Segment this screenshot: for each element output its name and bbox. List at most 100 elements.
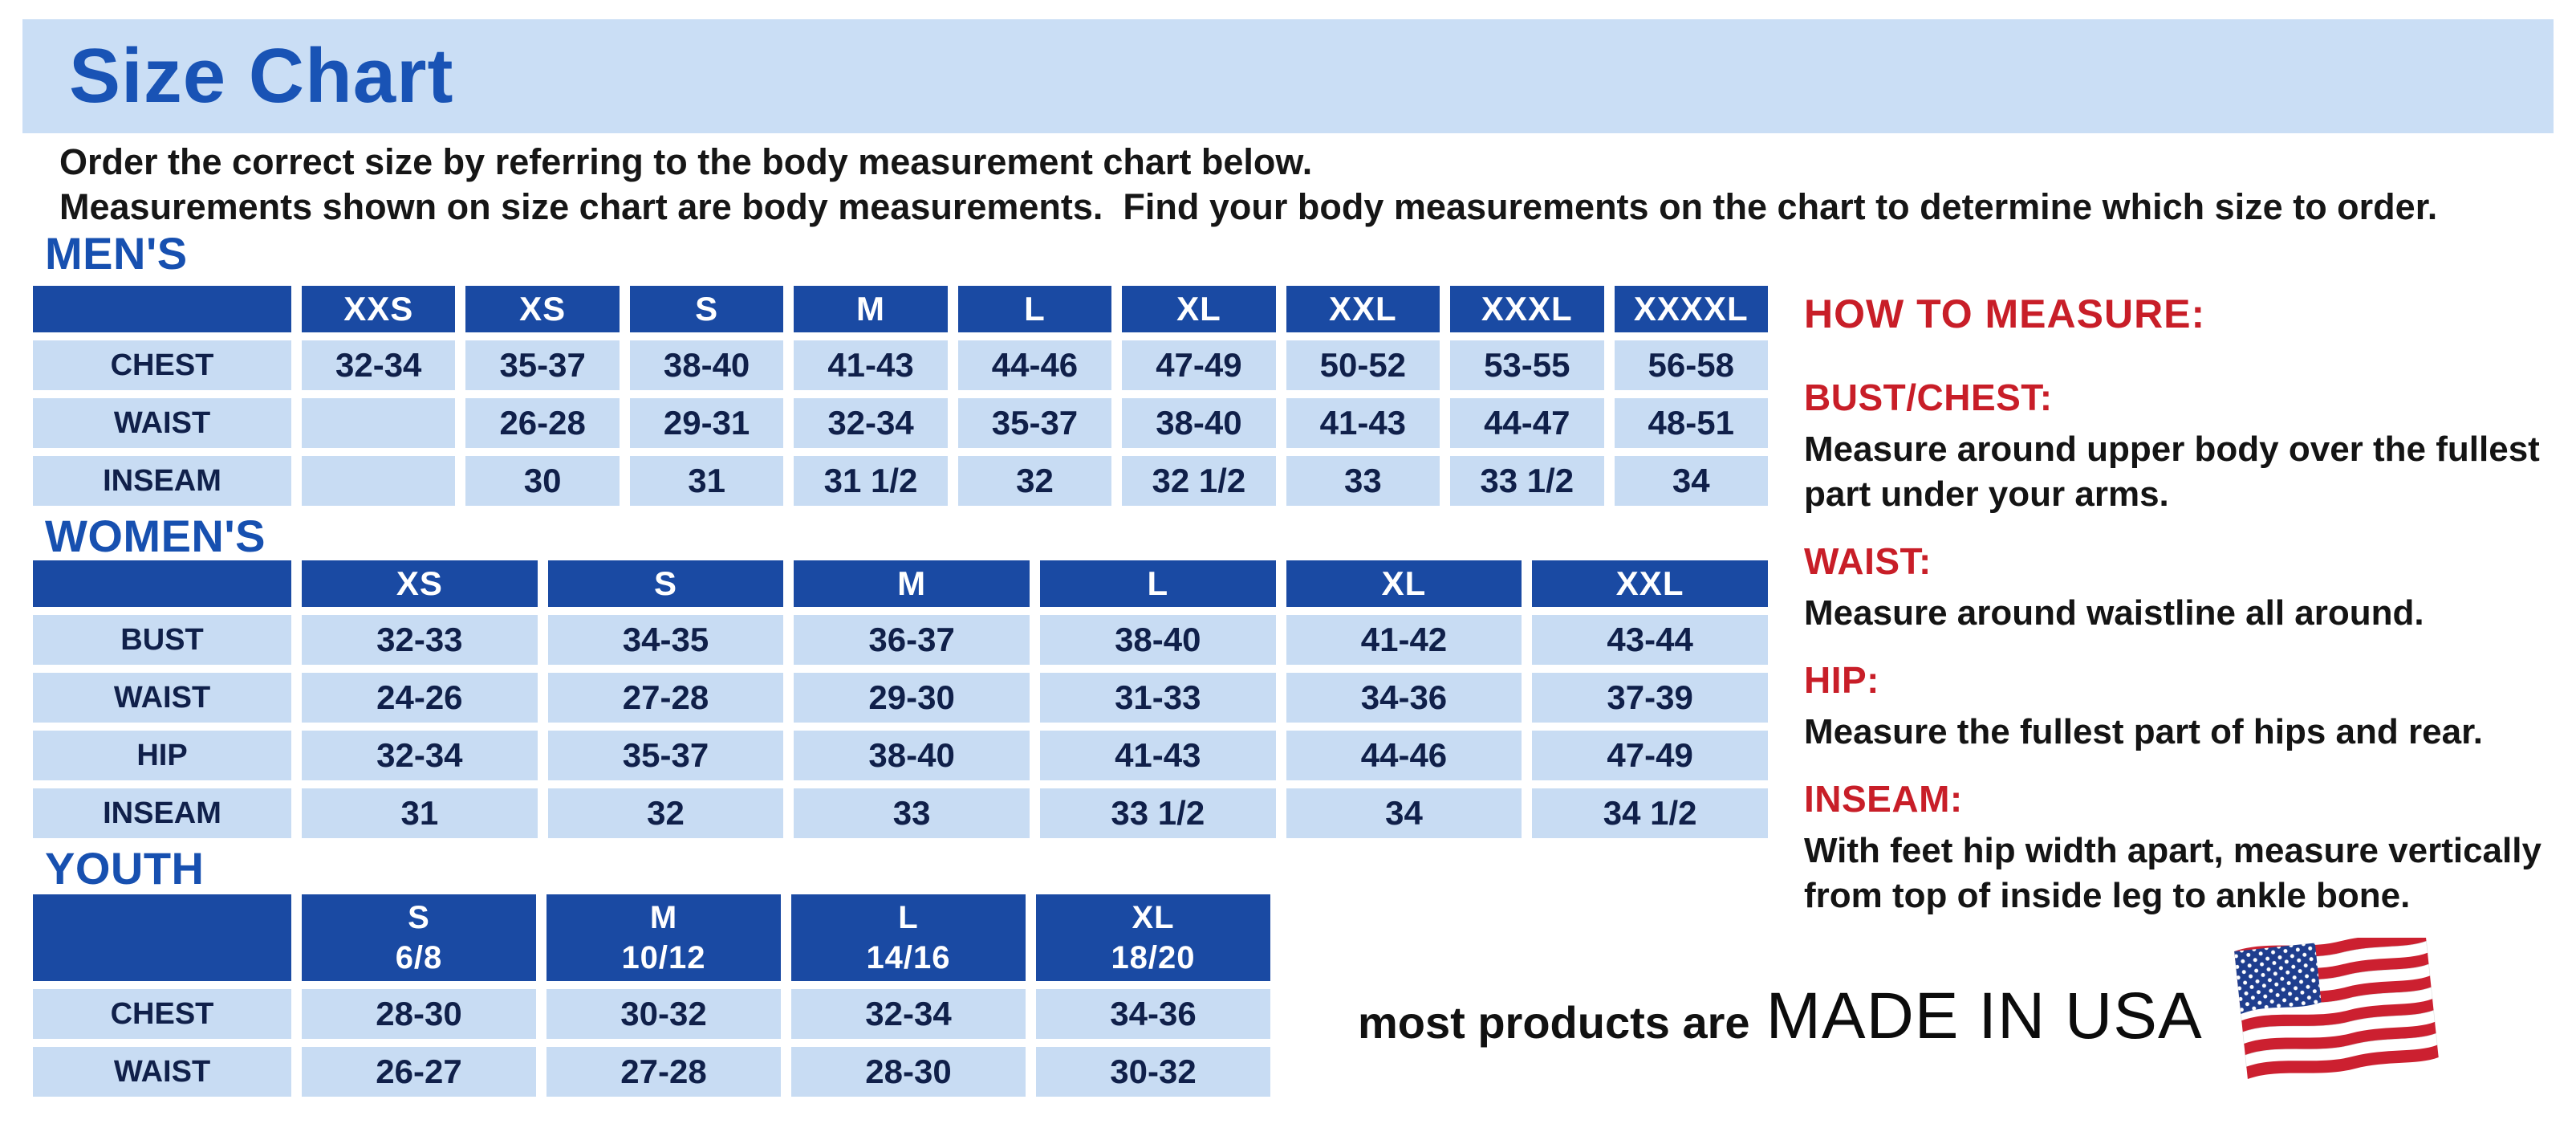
measurement-value-cell	[302, 398, 456, 448]
measurement-value-cell: 26-27	[302, 1047, 536, 1097]
section-heading-womens: WOMEN'S	[45, 511, 266, 561]
table-row: CHEST 28-30 30-32 32-34 34-36	[33, 989, 1270, 1039]
measurement-value-cell: 32 1/2	[1122, 456, 1276, 506]
measurement-value-cell: 32-33	[302, 615, 538, 665]
mens-size-table: XXS XS S M L XL XXL XXXL XXXXL CHEST 32-34 35-37 38-…	[22, 278, 1778, 514]
measurement-value-cell: 48-51	[1614, 398, 1768, 448]
size-column-header: XXL	[1532, 560, 1768, 607]
section-heading-youth: YOUTH	[45, 843, 205, 894]
measurement-value-cell: 41-43	[794, 340, 948, 390]
measurement-row-label: BUST	[33, 615, 291, 665]
table-row: INSEAM 31 32 33 33 1/2 34 34 1/2	[33, 788, 1768, 838]
measurement-value-cell: 24-26	[302, 673, 538, 723]
table-corner-cell	[33, 560, 291, 607]
measurement-value-cell: 26-28	[465, 398, 620, 448]
size-column-header: M 10/12	[546, 894, 781, 981]
measurement-value-cell: 34-36	[1036, 989, 1270, 1039]
size-column-header: L	[957, 286, 1112, 332]
measure-text-hip: Measure the fullest part of hips and rea…	[1804, 712, 2483, 751]
measurement-value-cell: 32-34	[302, 340, 456, 390]
measurement-value-cell: 32	[547, 788, 784, 838]
womens-size-table: XS S M L XL XXL BUST 32-33 34-35 36-37 38-40 41-42 4…	[22, 552, 1778, 846]
size-column-header: XS	[302, 560, 538, 607]
measurement-value-cell	[302, 456, 456, 506]
measurement-value-cell: 44-47	[1450, 398, 1604, 448]
measurement-value-cell: 41-43	[1039, 731, 1276, 780]
measurement-value-cell: 31	[302, 788, 538, 838]
size-column-header: XXXL	[1450, 286, 1604, 332]
measurement-row-label: WAIST	[33, 673, 291, 723]
size-column-header: M	[794, 560, 1030, 607]
measurement-value-cell: 34	[1286, 788, 1522, 838]
table-row: WAIST 26-27 27-28 28-30 30-32	[33, 1047, 1270, 1097]
header-row: XS S M L XL XXL	[33, 560, 1768, 607]
measurement-value-cell: 32-34	[791, 989, 1026, 1039]
measurement-value-cell: 44-46	[957, 340, 1112, 390]
table-corner-cell	[33, 894, 291, 981]
measurement-value-cell: 41-43	[1286, 398, 1440, 448]
measurement-row-label: WAIST	[33, 1047, 291, 1097]
intro-line-1: Order the correct size by referring to t…	[59, 141, 1313, 182]
measure-heading-bust-chest: BUST/CHEST:	[1804, 377, 2053, 418]
measurement-value-cell: 33 1/2	[1450, 456, 1604, 506]
measurement-value-cell: 31-33	[1039, 673, 1276, 723]
measurement-row-label: INSEAM	[33, 788, 291, 838]
measurement-value-cell: 47-49	[1532, 731, 1768, 780]
size-column-header: S 6/8	[302, 894, 536, 981]
size-column-header: XXS	[302, 286, 456, 332]
size-column-header: L 14/16	[791, 894, 1026, 981]
measure-text-waist: Measure around waistline all around.	[1804, 593, 2424, 633]
measurement-value-cell: 47-49	[1122, 340, 1276, 390]
page-banner: Size Chart	[22, 19, 2554, 133]
measurement-value-cell: 43-44	[1532, 615, 1768, 665]
size-column-header: L	[1039, 560, 1276, 607]
youth-size-table: S 6/8 M 10/12 L 14/16 XL 18/20 CHEST 28-30 30-…	[22, 886, 1281, 1105]
measurement-value-cell: 28-30	[791, 1047, 1026, 1097]
measurement-value-cell: 32	[957, 456, 1112, 506]
table-corner-cell	[33, 286, 291, 332]
measurement-value-cell: 37-39	[1532, 673, 1768, 723]
measure-heading-hip: HIP:	[1804, 659, 1879, 701]
made-in-usa-note: most products are MADE IN USA	[1358, 938, 2442, 1095]
measurement-value-cell: 50-52	[1286, 340, 1440, 390]
measurement-value-cell: 29-31	[629, 398, 784, 448]
measurement-value-cell: 44-46	[1286, 731, 1522, 780]
measurement-value-cell: 33 1/2	[1039, 788, 1276, 838]
footer-prefix: most products are	[1358, 997, 1750, 1048]
usa-flag-icon	[2233, 938, 2439, 1081]
measurement-value-cell: 34	[1614, 456, 1768, 506]
size-column-header: XXXXL	[1614, 286, 1768, 332]
size-column-header: XL	[1286, 560, 1522, 607]
measurement-value-cell: 41-42	[1286, 615, 1522, 665]
how-to-measure-panel: HOW TO MEASURE: BUST/CHEST: Measure arou…	[1804, 291, 2566, 918]
size-column-header: XS	[465, 286, 620, 332]
size-column-header: S	[629, 286, 784, 332]
table-row: HIP 32-34 35-37 38-40 41-43 44-46 47-49	[33, 731, 1768, 780]
measurement-value-cell: 30-32	[546, 989, 781, 1039]
size-column-header: XXL	[1286, 286, 1440, 332]
size-column-header: XL	[1122, 286, 1276, 332]
measurement-value-cell: 28-30	[302, 989, 536, 1039]
size-column-header: S	[547, 560, 784, 607]
measurement-row-label: CHEST	[33, 989, 291, 1039]
measurement-value-cell: 56-58	[1614, 340, 1768, 390]
measurement-value-cell: 30	[465, 456, 620, 506]
intro-line-2: Measurements shown on size chart are bod…	[59, 186, 2438, 227]
page-title: Size Chart	[69, 33, 454, 119]
measurement-value-cell: 33	[1286, 456, 1440, 506]
measure-text-inseam: With feet hip width apart, measure verti…	[1804, 831, 2541, 915]
footer-text: most products are MADE IN USA	[1358, 979, 2203, 1054]
measurement-value-cell: 34-36	[1286, 673, 1522, 723]
measurement-value-cell: 31	[629, 456, 784, 506]
measurement-value-cell: 30-32	[1036, 1047, 1270, 1097]
header-row: S 6/8 M 10/12 L 14/16 XL 18/20	[33, 894, 1270, 981]
header-row: XXS XS S M L XL XXL XXXL XXXXL	[33, 286, 1768, 332]
measurement-row-label: WAIST	[33, 398, 291, 448]
measurement-value-cell: 32-34	[794, 398, 948, 448]
table-row: BUST 32-33 34-35 36-37 38-40 41-42 43-44	[33, 615, 1768, 665]
measurement-value-cell: 27-28	[547, 673, 784, 723]
measurement-value-cell: 35-37	[957, 398, 1112, 448]
table-row: WAIST 24-26 27-28 29-30 31-33 34-36 37-39	[33, 673, 1768, 723]
measurement-value-cell: 34-35	[547, 615, 784, 665]
